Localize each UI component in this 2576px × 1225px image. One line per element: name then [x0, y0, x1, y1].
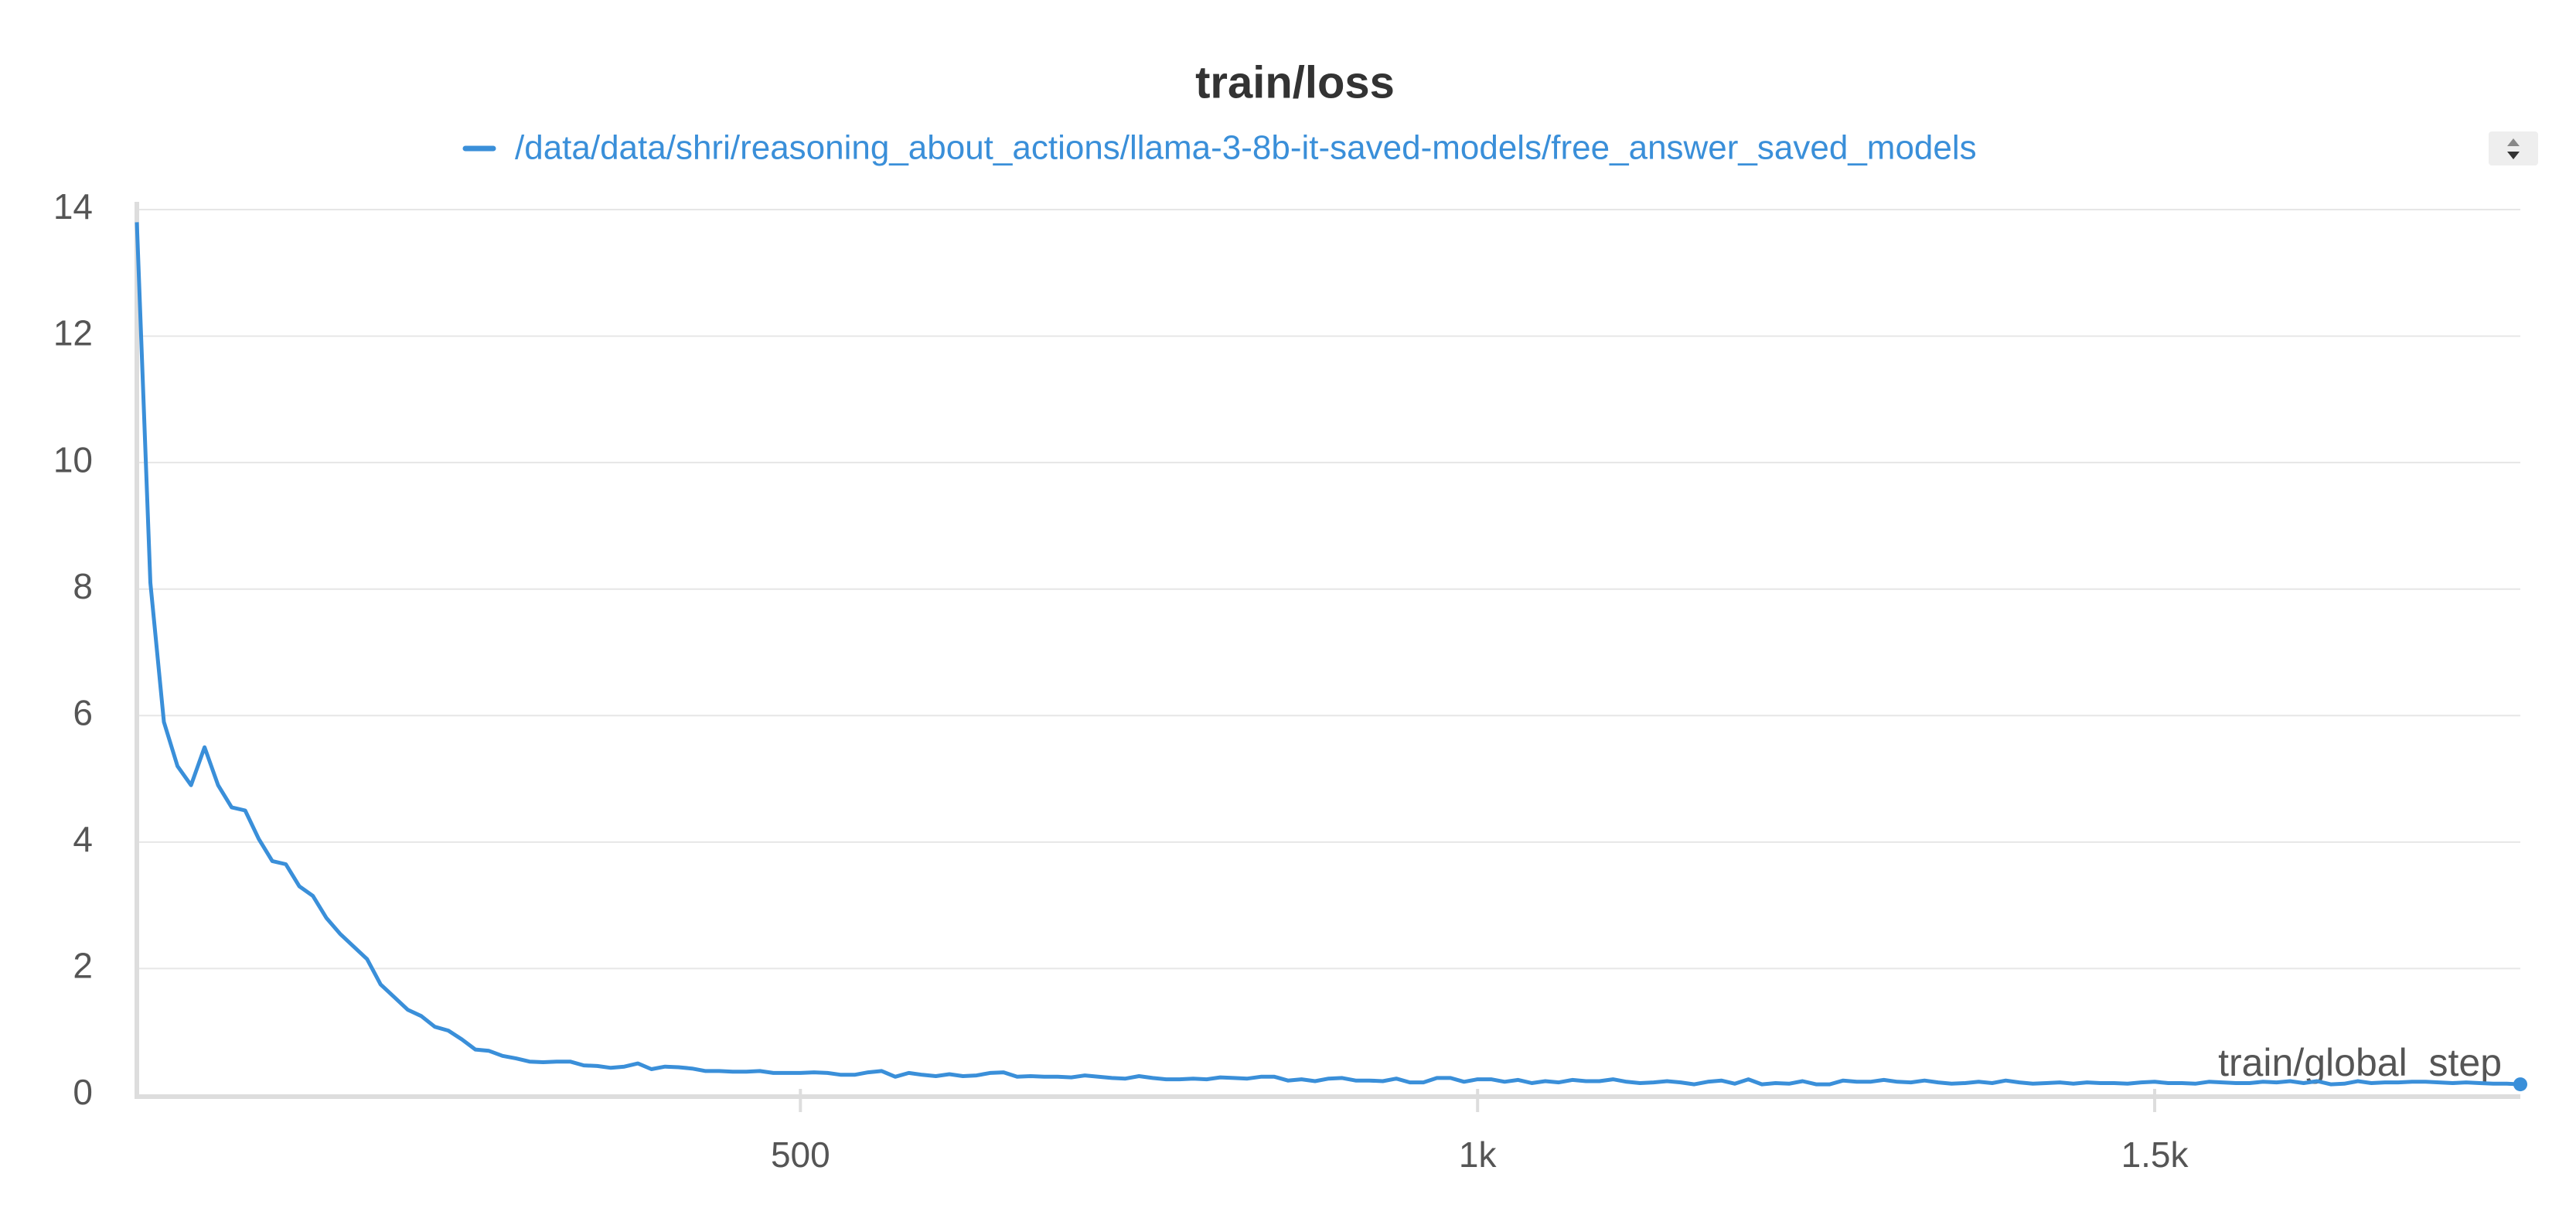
x-tick-label: 500: [771, 1135, 830, 1175]
x-axis-label: train/global_step: [2218, 1041, 2502, 1084]
x-tick-label: 1k: [1459, 1135, 1498, 1175]
chart-title: train/loss: [1195, 57, 1395, 107]
scroll-control[interactable]: [2489, 131, 2538, 165]
y-tick-label: 6: [73, 692, 93, 732]
y-tick-label: 14: [53, 186, 93, 227]
end-point: [2513, 1077, 2527, 1092]
scroll-up[interactable]: [2507, 138, 2520, 146]
y-tick-label: 8: [73, 566, 93, 606]
y-tick-label: 2: [73, 946, 93, 986]
legend-label: /data/data/shri/reasoning_about_actions/…: [515, 129, 1977, 167]
series-line: [135, 222, 2521, 1087]
x-tick-label: 1.5k: [2121, 1135, 2189, 1175]
y-tick-label: 4: [73, 819, 93, 859]
y-tick-label: 12: [53, 313, 93, 353]
scroll-down[interactable]: [2507, 152, 2520, 159]
y-tick-label: 10: [53, 439, 93, 479]
scroll-box[interactable]: [2489, 131, 2538, 165]
y-tick-label: 0: [73, 1072, 93, 1112]
